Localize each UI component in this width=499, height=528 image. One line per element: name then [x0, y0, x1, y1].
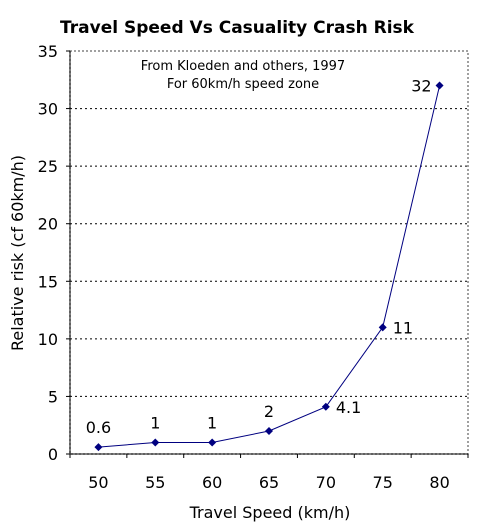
- data-label: 0.6: [86, 418, 111, 437]
- data-label: 11: [393, 318, 413, 337]
- x-axis-title: Travel Speed (km/h): [189, 503, 351, 522]
- data-point-marker: [208, 438, 217, 447]
- data-point-marker: [94, 443, 103, 452]
- data-label: 1: [150, 413, 160, 432]
- y-tick-label: 15: [38, 272, 58, 291]
- data-point-marker: [378, 323, 387, 332]
- y-tick-label: 25: [38, 157, 58, 176]
- data-points: [94, 81, 444, 452]
- y-tick-label: 5: [48, 387, 58, 406]
- x-axis-ticks: 50 55 60 65 70 75 80: [69, 454, 469, 492]
- data-label: 2: [264, 402, 274, 421]
- chart-title: Travel Speed Vs Casuality Crash Risk: [60, 18, 415, 38]
- data-point-marker: [151, 438, 160, 447]
- data-label: 4.1: [336, 398, 361, 417]
- x-tick-label: 80: [429, 473, 449, 492]
- x-tick-label: 70: [316, 473, 336, 492]
- plot-area-border: [69, 50, 469, 455]
- data-point-marker: [435, 81, 444, 90]
- gridlines: [70, 108, 468, 397]
- x-tick-label: 55: [145, 473, 165, 492]
- x-tick-label: 60: [202, 473, 222, 492]
- data-point-marker: [321, 402, 330, 411]
- y-tick-label: 35: [38, 42, 58, 61]
- y-tick-label: 10: [38, 330, 58, 349]
- y-tick-label: 0: [48, 445, 58, 464]
- y-tick-label: 20: [38, 215, 58, 234]
- y-axis-title: Relative risk (cf 60km/h): [8, 155, 27, 351]
- y-axis-ticks: 0 5 10 15 20 25 30 35: [38, 42, 70, 464]
- data-point-marker: [265, 426, 273, 435]
- annotation-line-2: For 60km/h speed zone: [167, 77, 319, 92]
- x-tick-label: 65: [259, 473, 279, 492]
- series-line: [98, 85, 441, 448]
- x-tick-label: 50: [88, 473, 108, 492]
- data-label: 32: [411, 77, 431, 96]
- data-label: 1: [207, 413, 217, 432]
- x-tick-label: 75: [373, 473, 393, 492]
- y-tick-label: 30: [38, 100, 58, 119]
- annotation-line-1: From Kloeden and others, 1997: [141, 59, 345, 74]
